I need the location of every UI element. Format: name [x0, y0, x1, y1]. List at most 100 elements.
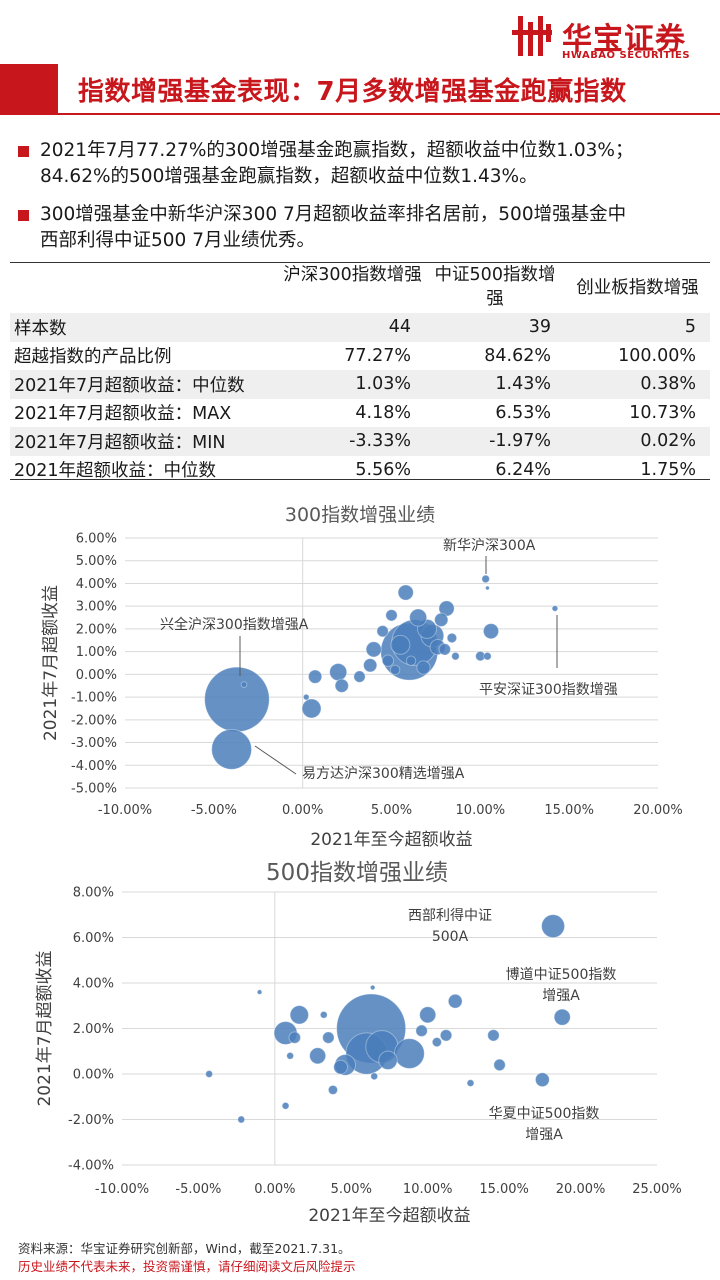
- data-point-bubble: [431, 1037, 442, 1048]
- data-point-bubble: [405, 655, 417, 666]
- table-top-rule: [10, 262, 710, 263]
- data-point-bubble: [389, 664, 401, 676]
- bullet-square-icon: [18, 146, 29, 157]
- table-cell: 77.27%: [344, 345, 411, 366]
- x-tick-label: -10.00%: [95, 1182, 149, 1197]
- y-tick-label: -3.00%: [71, 736, 117, 751]
- bullet-1-line-2: 84.62%的500增强基金跑赢指数，超额收益中位数1.43%。: [40, 166, 538, 187]
- data-point-bubble: [329, 663, 348, 682]
- data-point-bubble: [256, 989, 263, 995]
- y-tick-label: 6.00%: [73, 931, 114, 946]
- table-cell: 1.75%: [640, 459, 696, 480]
- x-tick-label: 15.00%: [544, 803, 594, 818]
- table-cell: 44: [280, 313, 425, 342]
- x-tick-label: -5.00%: [191, 803, 237, 818]
- source-note: 资料来源：华宝证券研究创新部，Wind，截至2021.7.31。: [18, 1241, 351, 1256]
- data-point-bubble: [322, 1031, 335, 1044]
- data-point-bubble: [204, 666, 270, 733]
- table-cell: 0.02%: [565, 427, 710, 456]
- table-row: 2021年7月超额收益：MAX 4.18% 6.53% 10.73%: [10, 399, 710, 428]
- data-point-bubble: [551, 605, 559, 612]
- bullet-2: 300增强基金中新华沪深300 7月超额收益率排名居前，500增强基金中 西部利…: [18, 202, 708, 254]
- data-point-bubble: [237, 1115, 246, 1124]
- data-point-bubble: [286, 1051, 295, 1060]
- table-header-cell: 创业板指数增强: [576, 278, 699, 298]
- x-tick-label: 0.00%: [254, 1182, 295, 1197]
- table-row-label: 样本数: [10, 313, 280, 342]
- y-tick-label: -5.00%: [71, 782, 117, 797]
- annotation-label: 西部利得中证: [408, 907, 492, 924]
- chart-title: 300指数增强业绩: [285, 504, 435, 526]
- data-point-bubble: [451, 651, 460, 661]
- table-cell: 0.38%: [565, 370, 710, 399]
- x-tick-label: 5.00%: [331, 1182, 372, 1197]
- annotation-label: 500A: [432, 929, 469, 945]
- annotation-label: 平安深证300指数增强: [479, 682, 618, 698]
- table-bottom-rule: [10, 479, 710, 480]
- data-point-bubble: [409, 608, 428, 627]
- table-cell: 100.00%: [618, 345, 696, 366]
- data-point-bubble: [211, 728, 253, 770]
- annotation-label: 新华沪深300A: [443, 538, 536, 554]
- data-point-bubble: [309, 1047, 327, 1065]
- annotation-label: 博道中证500指数: [506, 966, 617, 983]
- data-point-bubble: [334, 678, 349, 693]
- data-point-bubble: [485, 585, 490, 591]
- brand-name-cn: 华宝证券: [562, 22, 686, 57]
- data-point-bubble: [419, 1006, 437, 1024]
- page-title: 指数增强基金表现：7月多数增强基金跑赢指数: [78, 77, 627, 107]
- data-point-bubble: [381, 654, 395, 667]
- x-axis-label: 2021年至今超额收益: [308, 1206, 470, 1226]
- data-point-bubble: [353, 670, 366, 683]
- data-point-bubble: [487, 1029, 500, 1042]
- data-point-bubble: [553, 1008, 571, 1026]
- table-cell: 1.03%: [280, 370, 425, 399]
- y-tick-label: 0.00%: [76, 668, 117, 683]
- y-tick-label: 2.00%: [73, 1022, 114, 1037]
- bullet-2-line-2: 西部利得中证500 7月业绩优秀。: [40, 230, 315, 251]
- x-tick-label: -5.00%: [175, 1182, 221, 1197]
- table-row-label: 2021年7月超额收益：MIN: [10, 427, 280, 456]
- data-point-bubble: [534, 1072, 550, 1088]
- y-tick-label: -4.00%: [71, 759, 117, 774]
- data-point-bubble: [307, 669, 323, 684]
- y-tick-label: -4.00%: [68, 1159, 114, 1174]
- table-cell: 5.56%: [355, 459, 411, 480]
- bullet-1: 2021年7月77.27%的300增强基金跑赢指数，超额收益中位数1.03%； …: [18, 138, 708, 190]
- table-row: 2021年7月超额收益：中位数 1.03% 1.43% 0.38%: [10, 370, 710, 399]
- x-tick-label: 5.00%: [371, 803, 412, 818]
- y-tick-label: 2.00%: [76, 622, 117, 637]
- data-point-bubble: [376, 624, 389, 638]
- data-point-bubble: [446, 632, 458, 644]
- data-point-bubble: [240, 681, 248, 688]
- data-point-bubble: [289, 1005, 310, 1025]
- chart-title: 500指数增强业绩: [266, 860, 448, 886]
- data-point-bubble: [541, 914, 566, 939]
- table-cell: -3.33%: [280, 427, 425, 456]
- table-cell: 1.43%: [425, 370, 565, 399]
- data-point-bubble: [466, 1079, 475, 1088]
- data-point-bubble: [483, 651, 492, 661]
- table-cell: 5: [565, 313, 710, 342]
- table-header-row: 沪深300指数增强 中证500指数增强 创业板指数增强: [10, 263, 710, 313]
- x-axis-label: 2021年至今超额收益: [310, 830, 472, 850]
- data-point-bubble: [493, 1058, 506, 1072]
- bullet-1-line-1: 2021年7月77.27%的300增强基金跑赢指数，超额收益中位数1.03%；: [40, 140, 634, 161]
- data-point-bubble: [447, 993, 463, 1009]
- y-axis-label: 2021年7月超额收益: [35, 950, 55, 1106]
- title-accent-block: [0, 64, 58, 114]
- y-tick-label: 5.00%: [76, 554, 117, 569]
- data-point-bubble: [397, 584, 414, 601]
- annotation-label: 增强A: [542, 988, 580, 1004]
- data-point-bubble: [281, 1101, 290, 1110]
- y-tick-label: 3.00%: [76, 600, 117, 615]
- table-row: 2021年超额收益：中位数 5.56% 6.24% 1.75%: [10, 456, 710, 485]
- table-row: 超越指数的产品比例 77.27% 84.62% 100.00%: [10, 342, 710, 371]
- y-tick-label: 8.00%: [73, 886, 114, 901]
- x-tick-label: 0.00%: [282, 803, 323, 818]
- annotation-label: 华夏中证500指数: [489, 1106, 600, 1122]
- table-row: 2021年7月超额收益：MIN -3.33% -1.97% 0.02%: [10, 427, 710, 456]
- data-point-bubble: [415, 1024, 428, 1038]
- table-cell: 39: [425, 313, 565, 342]
- data-point-bubble: [378, 1050, 398, 1071]
